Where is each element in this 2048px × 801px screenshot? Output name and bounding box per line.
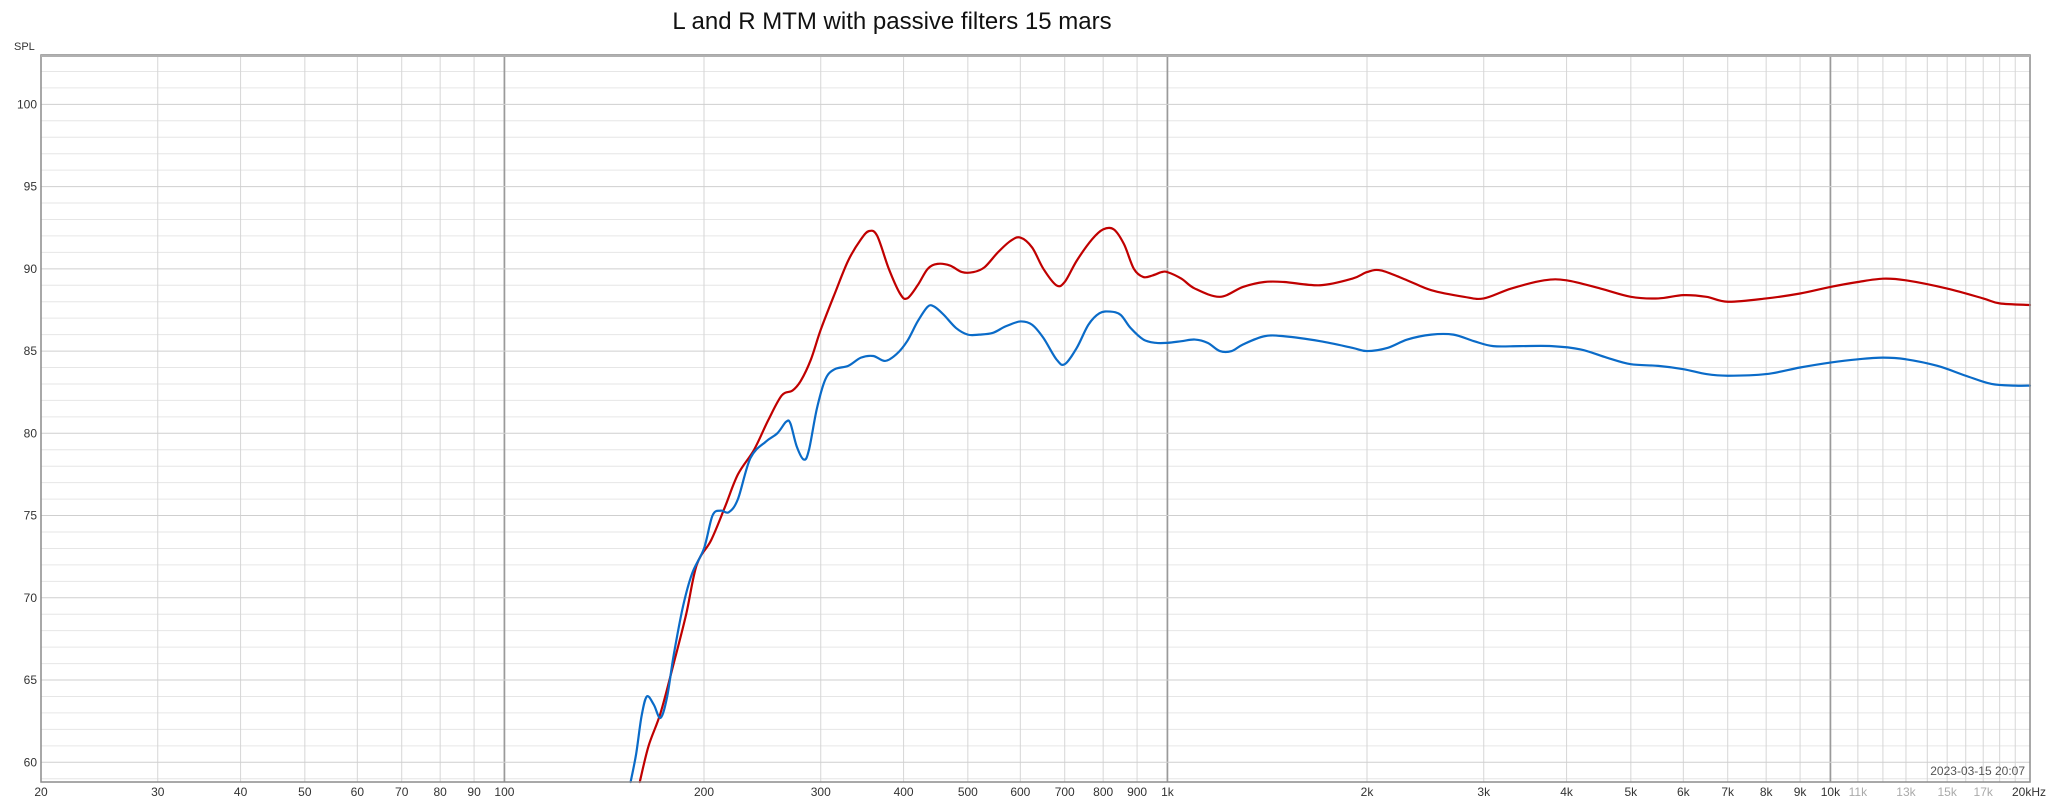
x-tick-label: 50 [298,785,312,799]
series-line-blue [629,304,2032,784]
y-tick-label: 60 [24,755,38,769]
y-tick-label: 65 [24,673,38,687]
x-tick-label: 8k [1760,785,1774,799]
x-tick-label: 700 [1055,785,1075,799]
x-tick-label-minor: 13k [1896,785,1916,799]
x-tick-label: 2k [1361,785,1375,799]
x-tick-label: 3k [1477,785,1491,799]
x-tick-label: 300 [811,785,831,799]
x-tick-label: 1k [1161,785,1175,799]
x-tick-label: 20 [34,785,48,799]
y-tick-label: 85 [24,344,38,358]
y-axis-label: SPL [14,41,35,53]
y-tick-label: 95 [24,180,38,194]
major-grid [41,55,2030,782]
x-tick-label: 900 [1127,785,1147,799]
x-tick-label: 5k [1624,785,1638,799]
x-tick-label: 4k [1560,785,1574,799]
plot-background [41,55,2030,782]
x-tick-label: 40 [234,785,248,799]
x-tick-label: 600 [1010,785,1030,799]
y-tick-label: 80 [24,426,38,440]
chart-title: L and R MTM with passive filters 15 mars [672,8,1112,35]
y-axis-ticks: 100 95 90 85 80 75 70 65 60 [17,97,37,769]
x-tick-label: 200 [694,785,714,799]
x-tick-label: 30 [151,785,165,799]
series-layer [629,226,2032,784]
y-tick-label: 70 [24,591,38,605]
y-tick-label: 75 [24,509,38,523]
series-line-red [638,226,2032,784]
x-axis-ticks: 20 30 40 50 60 70 80 90 100 200 300 400 500 600 700 800… [34,785,2046,799]
x-tick-label: 70 [395,785,409,799]
x-tick-label: 60 [351,785,365,799]
x-tick-label: 6k [1677,785,1691,799]
x-tick-label: 500 [958,785,978,799]
x-tick-label: 20kHz [2012,785,2046,799]
x-tick-label: 80 [433,785,447,799]
y-tick-label: 90 [24,262,38,276]
timestamp: 2023-03-15 20:07 [1930,764,2025,778]
x-tick-label-minor: 11k [1849,785,1868,799]
x-tick-label: 9k [1794,785,1808,799]
x-tick-label: 7k [1721,785,1735,799]
x-tick-label: 400 [894,785,914,799]
y-tick-label: 100 [17,97,37,111]
x-tick-label-minor: 17k [1974,785,1994,799]
x-tick-label: 100 [494,785,514,799]
x-tick-label-minor: 15k [1937,785,1957,799]
x-tick-label: 90 [467,785,481,799]
x-tick-label: 10k [1821,785,1841,799]
x-tick-label: 800 [1093,785,1113,799]
